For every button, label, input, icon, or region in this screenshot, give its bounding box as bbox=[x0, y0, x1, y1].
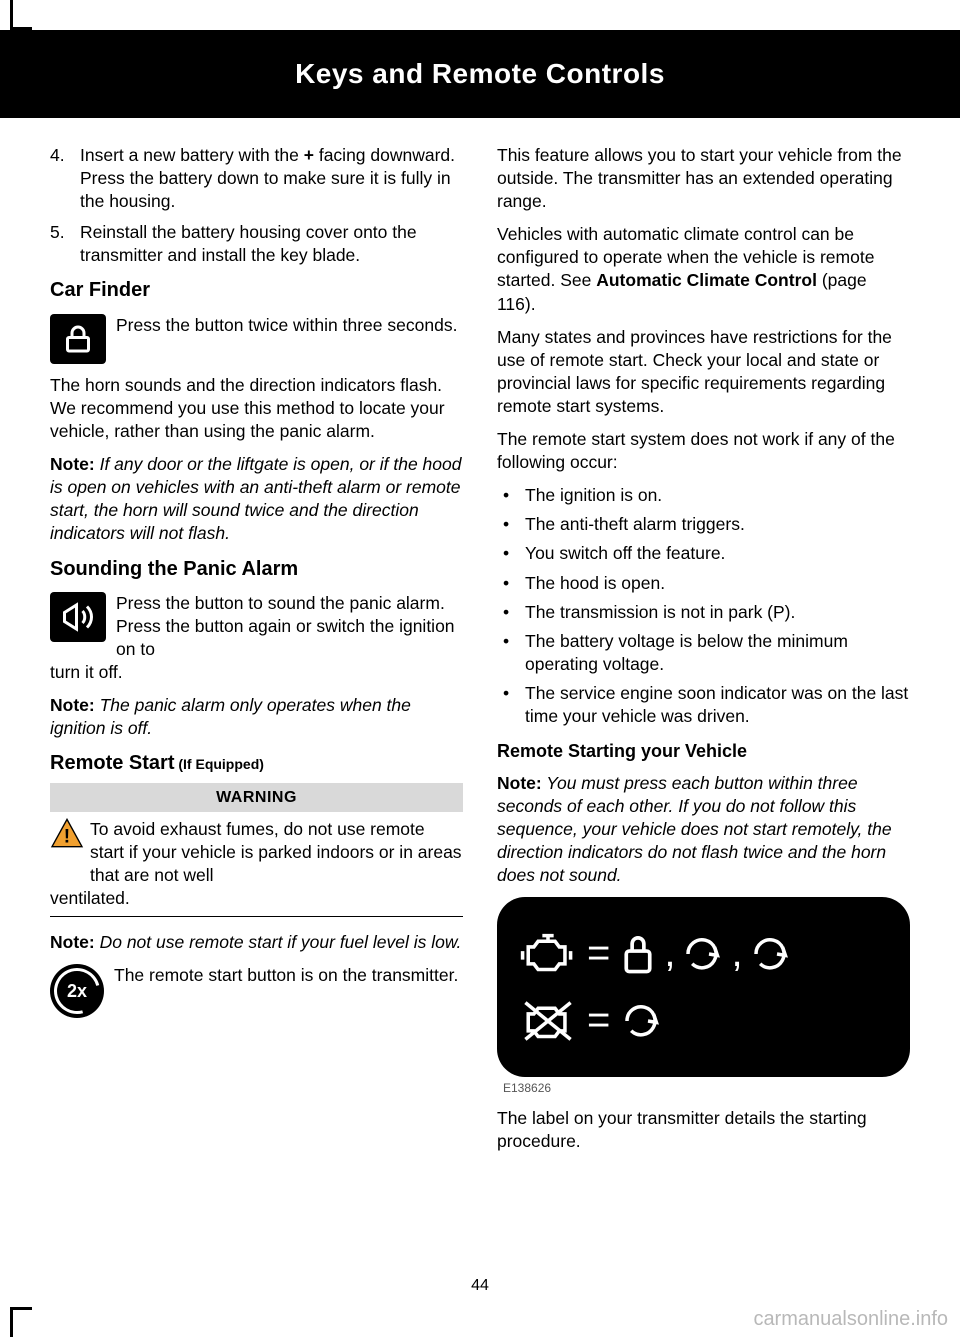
diagram-row-start: = , , bbox=[519, 927, 888, 980]
equals-sign: = bbox=[587, 927, 610, 980]
list-item: •You switch off the feature. bbox=[497, 542, 910, 565]
panic-icon-text: Press the button to sound the panic alar… bbox=[116, 592, 463, 661]
list-item: •The ignition is on. bbox=[497, 484, 910, 507]
cycle-icon bbox=[681, 933, 723, 975]
heading-panic: Sounding the Panic Alarm bbox=[50, 556, 463, 582]
page-title: Keys and Remote Controls bbox=[295, 58, 665, 90]
heading-remote: Remote Start (If Equipped) bbox=[50, 750, 463, 776]
list-item: •The battery voltage is below the minimu… bbox=[497, 630, 910, 676]
right-p4: The remote start system does not work if… bbox=[497, 428, 910, 474]
car-finder-note: Note: If any door or the liftgate is ope… bbox=[50, 453, 463, 545]
cycle-icon bbox=[749, 933, 791, 975]
remote-icon-text: The remote start button is on the transm… bbox=[114, 964, 458, 987]
list-item: •The hood is open. bbox=[497, 572, 910, 595]
remote-start-diagram: = , , = bbox=[497, 897, 910, 1077]
equals-sign: = bbox=[587, 994, 610, 1047]
car-finder-icon-block: Press the button twice within three seco… bbox=[50, 314, 463, 364]
crop-mark bbox=[10, 1307, 32, 1337]
alarm-icon bbox=[50, 592, 106, 642]
warning-icon: ! bbox=[50, 818, 84, 848]
diagram-row-stop: = bbox=[519, 994, 888, 1047]
panic-tail: turn it off. bbox=[50, 661, 463, 684]
heading-car-finder: Car Finder bbox=[50, 277, 463, 303]
warning-body: ! To avoid exhaust fumes, do not use rem… bbox=[50, 818, 463, 887]
watermark: carmanualsonline.info bbox=[753, 1308, 948, 1331]
remote-2x-icon: 2x bbox=[50, 964, 104, 1018]
svg-text:!: ! bbox=[64, 827, 70, 848]
right-p3: Many states and provinces have restricti… bbox=[497, 326, 910, 418]
list-item: •The service engine soon indicator was o… bbox=[497, 682, 910, 728]
crop-mark bbox=[10, 0, 32, 30]
panic-note: Note: The panic alarm only operates when… bbox=[50, 694, 463, 740]
conditions-list: •The ignition is on. •The anti-theft ala… bbox=[497, 484, 910, 728]
lock-icon bbox=[620, 932, 656, 976]
cycle-icon bbox=[620, 1000, 662, 1042]
warning-tail: ventilated. bbox=[50, 887, 463, 910]
diagram-tail: The label on your transmitter details th… bbox=[497, 1107, 910, 1153]
step-4: 4. Insert a new battery with the + facin… bbox=[50, 144, 463, 213]
engine-off-icon bbox=[519, 997, 577, 1045]
car-finder-body: The horn sounds and the direction indica… bbox=[50, 374, 463, 443]
engine-icon bbox=[519, 930, 577, 978]
right-p2: Vehicles with automatic climate control … bbox=[497, 223, 910, 315]
page-number: 44 bbox=[0, 1277, 960, 1295]
list-item: •The transmission is not in park (P). bbox=[497, 601, 910, 624]
content-columns: 4. Insert a new battery with the + facin… bbox=[50, 144, 910, 1163]
right-column: This feature allows you to start your ve… bbox=[497, 144, 910, 1163]
lock-icon bbox=[50, 314, 106, 364]
step-text: Insert a new battery with the + facing d… bbox=[80, 144, 463, 213]
left-column: 4. Insert a new battery with the + facin… bbox=[50, 144, 463, 1163]
car-finder-icon-text: Press the button twice within three seco… bbox=[116, 314, 457, 337]
panic-icon-block: Press the button to sound the panic alar… bbox=[50, 592, 463, 661]
comma: , bbox=[664, 927, 675, 980]
header-band: Keys and Remote Controls bbox=[0, 30, 960, 118]
warning-label: WARNING bbox=[50, 783, 463, 812]
manual-page: Keys and Remote Controls 4. Insert a new… bbox=[0, 0, 960, 1337]
remote-starting-note: Note: You must press each button within … bbox=[497, 772, 910, 887]
right-p1: This feature allows you to start your ve… bbox=[497, 144, 910, 213]
step-text: Reinstall the battery housing cover onto… bbox=[80, 221, 463, 267]
step-number: 4. bbox=[50, 144, 80, 213]
warning-block: ! To avoid exhaust fumes, do not use rem… bbox=[50, 818, 463, 917]
remote-icon-block: 2x The remote start button is on the tra… bbox=[50, 964, 463, 1018]
remote-note: Note: Do not use remote start if your fu… bbox=[50, 931, 463, 954]
comma: , bbox=[731, 927, 742, 980]
list-item: •The anti-theft alarm triggers. bbox=[497, 513, 910, 536]
step-5: 5. Reinstall the battery housing cover o… bbox=[50, 221, 463, 267]
diagram-caption: E138626 bbox=[503, 1081, 910, 1097]
step-number: 5. bbox=[50, 221, 80, 267]
heading-remote-starting: Remote Starting your Vehicle bbox=[497, 740, 910, 764]
